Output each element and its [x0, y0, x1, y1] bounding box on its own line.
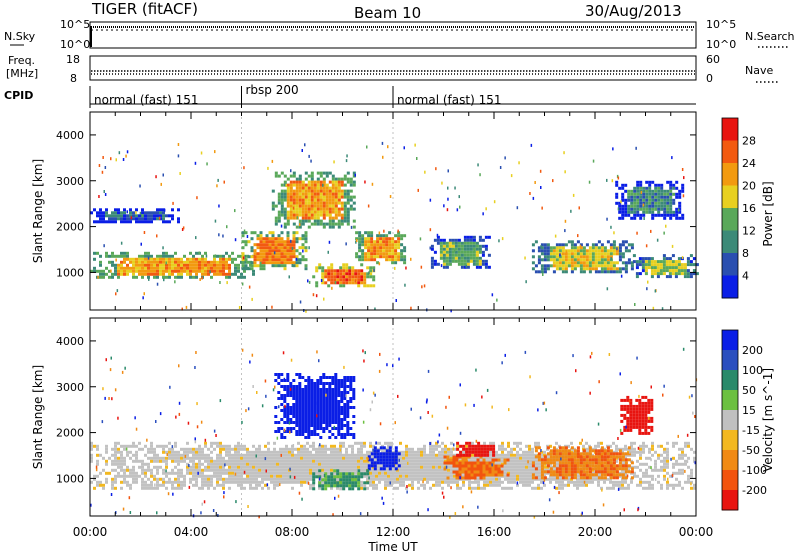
cpid-segment-label: rbsp 200 — [246, 83, 299, 97]
noise-panel: N.Sky 10^5 10^0 10^5 10^0 N.Search — [4, 18, 795, 51]
colorbar-swatch — [722, 185, 738, 209]
x-tick-label: 12:00 — [376, 525, 411, 539]
velocity-panel: 1000 2000 3000 4000 00:00 04:00 08:00 12:00 16:… — [31, 317, 775, 554]
colorbar-swatch — [722, 230, 738, 254]
echo-band — [90, 251, 255, 279]
colorbar-tick-label: -15 — [742, 424, 760, 437]
colorbar-tick-label: 15 — [742, 404, 756, 417]
cpid-label: CPID — [4, 89, 33, 102]
colorbar-swatch — [722, 330, 738, 351]
echo-band — [312, 469, 370, 491]
freq-label-line1: Freq. — [8, 54, 35, 67]
colorbar-tick-label: -50 — [742, 444, 760, 457]
colorbar-tick-label: 200 — [742, 344, 763, 357]
noise-sky-label: N.Sky — [4, 30, 36, 43]
nave-label: Nave — [745, 64, 773, 77]
echo-band — [430, 235, 491, 269]
colorbar-tick-label: 16 — [742, 202, 756, 215]
colorbar-tick-label: 24 — [742, 157, 756, 170]
velocity-colorbar-label: Velocity [m s^-1] — [761, 368, 775, 472]
scatter-noise — [90, 347, 698, 519]
colorbar-swatch — [722, 350, 738, 371]
colorbar-tick-label: 20 — [742, 180, 756, 193]
colorbar-swatch — [722, 253, 738, 276]
colorbar-swatch — [722, 163, 738, 186]
velocity-xlabel: Time UT — [367, 540, 418, 554]
beam-title: Beam 10 — [354, 4, 421, 22]
frequency-panel: Freq. [MHz] 18 8 60 0 Nave — [6, 53, 778, 85]
colorbar-swatch — [722, 370, 738, 391]
colorbar-tick-label: 4 — [742, 270, 749, 283]
freq-label-line2: [MHz] — [6, 67, 38, 80]
freq-tick-bottom: 8 — [70, 72, 77, 85]
echo-band — [615, 180, 685, 220]
colorbar-swatch — [722, 390, 738, 411]
cpid-strip: CPID normal (fast) 151 rbsp 200 normal (fa… — [4, 83, 696, 108]
echo-band — [443, 455, 510, 480]
velocity-echo-layer — [90, 318, 698, 519]
echo-band — [355, 231, 407, 265]
scatter-noise — [97, 141, 685, 313]
colorbar-tick-label: 12 — [742, 225, 756, 238]
echo-band — [367, 446, 401, 471]
velocity-colorbar: 200 100 50 15 -15 -50 -100 -200 — [721, 329, 767, 511]
colorbar-swatch — [722, 410, 738, 431]
y-tick-label: 3000 — [56, 175, 84, 188]
cpid-segment-label: normal (fast) 151 — [397, 93, 501, 107]
x-tick-label: 00:00 — [679, 525, 714, 539]
echo-band — [456, 441, 496, 457]
echo-band — [632, 254, 699, 279]
colorbar-swatch — [722, 470, 738, 491]
cpid-segment-label: normal (fast) 151 — [94, 93, 198, 107]
power-ylabel: Slant Range [km] — [31, 159, 45, 263]
noise-search-label: N.Search — [745, 30, 795, 43]
x-tick-label: 20:00 — [578, 525, 613, 539]
noise-tick-top-left: 10^5 — [60, 18, 90, 31]
colorbar-swatch — [722, 118, 738, 141]
colorbar-tick-label: -100 — [742, 464, 767, 477]
y-tick-label: 4000 — [56, 335, 84, 348]
velocity-ylabel: Slant Range [km] — [31, 365, 45, 469]
colorbar-swatch — [722, 140, 738, 164]
echo-band — [531, 446, 634, 480]
echo-band — [90, 208, 180, 224]
nave-tick-bottom: 0 — [706, 72, 713, 85]
x-tick-label: 08:00 — [275, 525, 310, 539]
y-tick-label: 2000 — [56, 427, 84, 440]
power-panel: 1000 2000 3000 4000 Slant Range [km] 28 24 20… — [31, 111, 775, 313]
noise-tick-bottom-left: 10^0 — [60, 38, 90, 51]
echo-band — [241, 231, 308, 271]
echo-band — [312, 263, 376, 288]
echo-band — [274, 373, 356, 439]
freq-tick-top: 18 — [66, 53, 80, 66]
x-tick-label: 16:00 — [477, 525, 512, 539]
y-tick-label: 3000 — [56, 381, 84, 394]
y-tick-label: 4000 — [56, 129, 84, 142]
colorbar-tick-label: 100 — [742, 364, 763, 377]
power-echo-layer — [90, 112, 699, 313]
station-title: TIGER (fitACF) — [91, 0, 198, 18]
noise-tick-top-right: 10^5 — [706, 18, 736, 31]
colorbar-swatch — [722, 430, 738, 451]
power-colorbar: 28 24 20 16 12 8 4 — [721, 117, 756, 299]
colorbar-swatch — [722, 490, 738, 511]
colorbar-tick-label: 50 — [742, 384, 756, 397]
colorbar-swatch — [722, 208, 738, 231]
colorbar-tick-label: 8 — [742, 247, 749, 260]
colorbar-swatch — [722, 275, 738, 299]
y-tick-label: 1000 — [56, 266, 84, 279]
x-tick-label: 00:00 — [73, 525, 108, 539]
colorbar-tick-label: 28 — [742, 135, 756, 148]
y-tick-label: 1000 — [56, 472, 84, 485]
colorbar-swatch — [722, 450, 738, 471]
date-title: 30/Aug/2013 — [585, 2, 682, 20]
power-colorbar-label: Power [dB] — [761, 181, 775, 246]
colorbar-tick-label: -200 — [742, 484, 767, 497]
nave-tick-top: 60 — [706, 53, 720, 66]
y-tick-label: 2000 — [56, 221, 84, 234]
noise-tick-bottom-right: 10^0 — [706, 38, 736, 51]
x-tick-label: 04:00 — [174, 525, 209, 539]
